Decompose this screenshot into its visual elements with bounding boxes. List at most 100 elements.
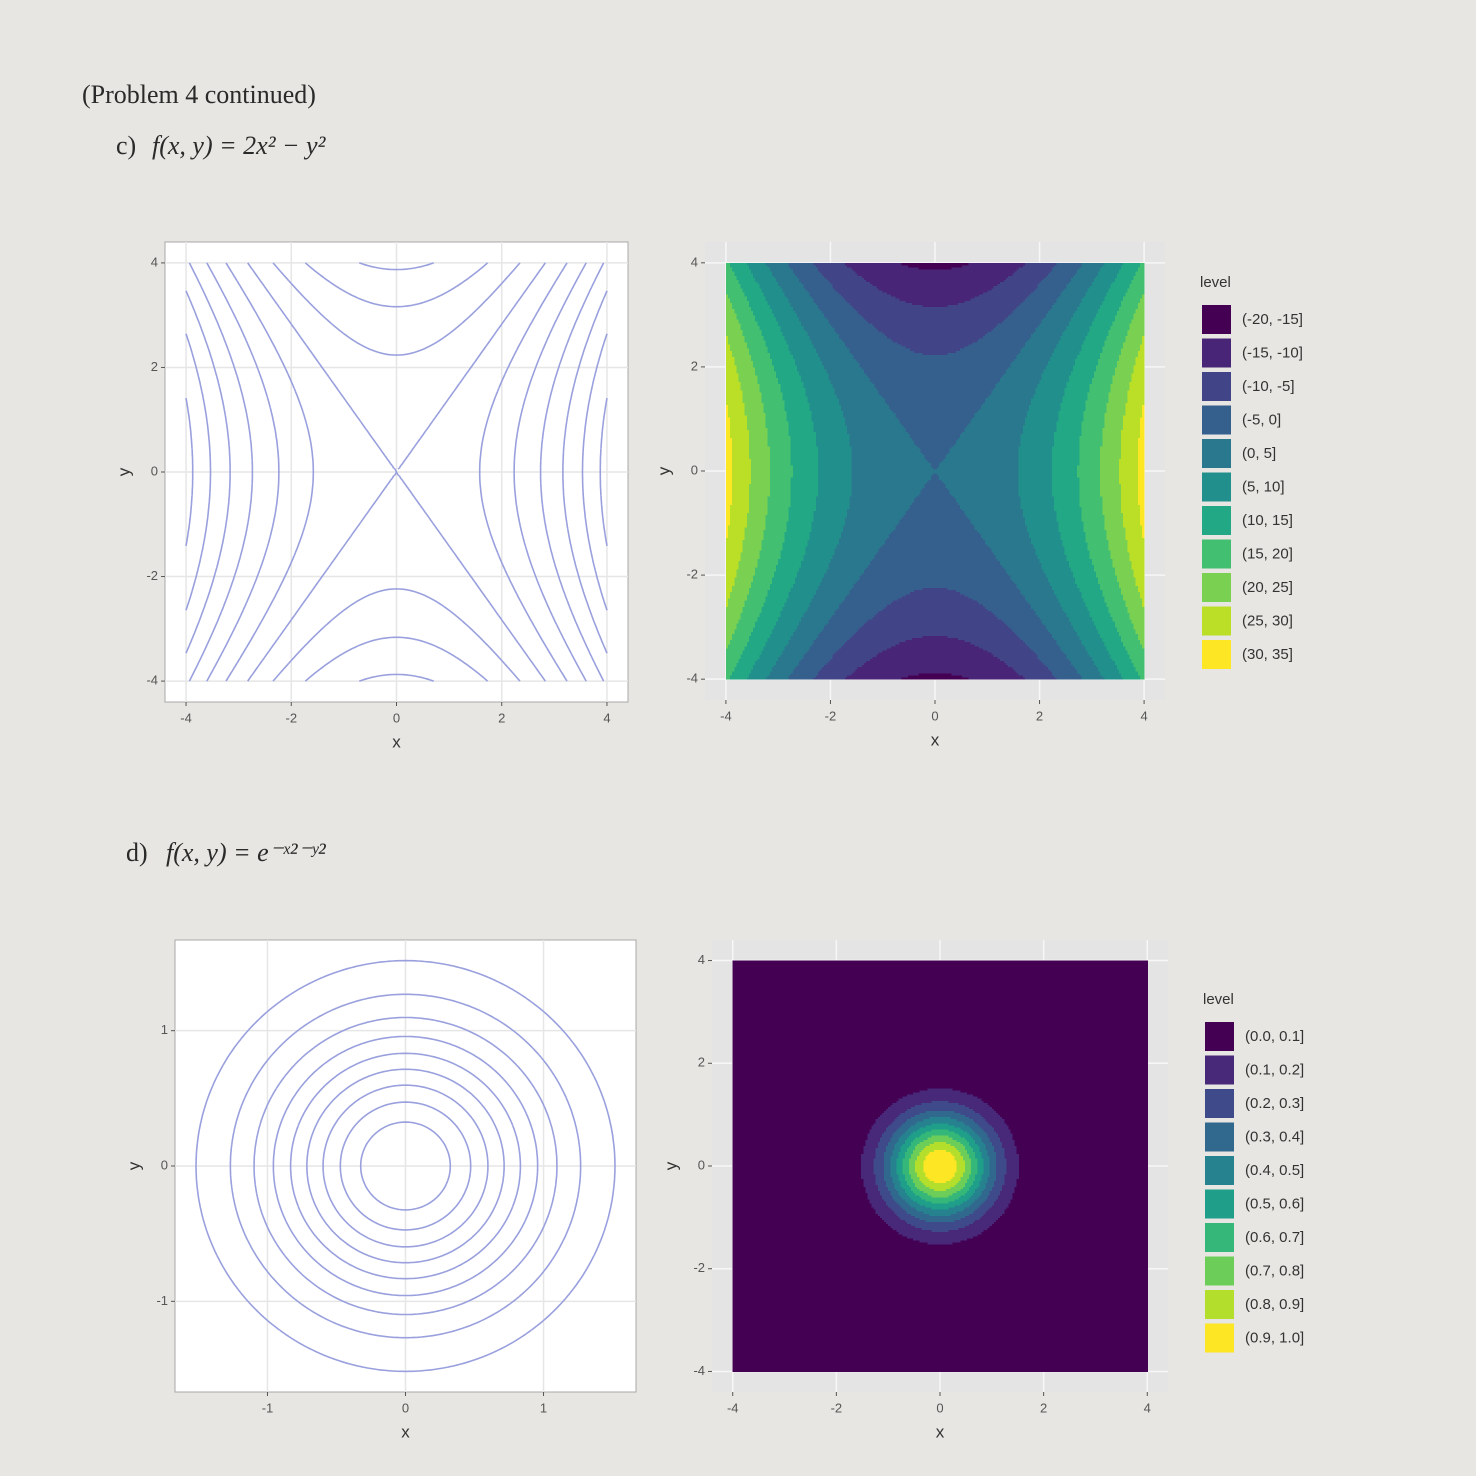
contour-band [919, 1112, 962, 1116]
contour-band [828, 618, 869, 622]
contour-band [1121, 639, 1141, 643]
contour-band [966, 1190, 976, 1194]
contour-band [1047, 362, 1076, 366]
contour-band [1014, 1139, 1148, 1142]
contour-band [782, 287, 806, 291]
contour-band [947, 452, 1020, 455]
contour-band [1123, 425, 1141, 428]
contour-band [746, 595, 767, 599]
contour-band [1100, 587, 1122, 591]
contour-band [732, 1048, 1148, 1052]
contour-band [820, 668, 857, 672]
contour-band [730, 518, 748, 522]
contour-band [952, 1087, 1148, 1091]
contour-band [761, 541, 783, 545]
contour-band [995, 1155, 1005, 1159]
contour-band [1060, 645, 1087, 649]
contour-band [969, 1155, 976, 1159]
contour-band [954, 1155, 964, 1159]
contour-band [765, 298, 790, 301]
contour-band [748, 300, 769, 303]
legend-swatch [1202, 372, 1231, 401]
contour-band [742, 541, 762, 545]
contour-band [849, 443, 917, 447]
contour-band [730, 641, 748, 645]
contour-band [1121, 441, 1139, 445]
contour-band [1137, 587, 1145, 591]
contour-band [732, 1287, 1148, 1290]
contour-band [1104, 412, 1126, 416]
contour-band [776, 373, 800, 376]
contour-band [905, 639, 965, 643]
contour-band [863, 1178, 877, 1181]
contour-band [1137, 441, 1145, 445]
contour-band [725, 625, 737, 628]
contour-band [964, 1170, 972, 1173]
contour-band [1131, 281, 1145, 285]
contour-band [1100, 477, 1120, 480]
contour-band [1075, 362, 1099, 366]
contour-band [776, 316, 800, 320]
contour-band [832, 654, 877, 657]
x-tick-label: 4 [1140, 708, 1147, 723]
contour-band [1012, 579, 1049, 582]
contour-band [995, 1110, 1148, 1114]
contour-band [1123, 298, 1141, 301]
contour-band [734, 308, 752, 312]
contour-band [1054, 431, 1082, 435]
contour-band [1085, 400, 1110, 403]
legend-label: (10, 15] [1242, 512, 1293, 529]
contour-band [1043, 277, 1072, 280]
contour-band [1114, 568, 1135, 572]
contour-band [732, 479, 752, 482]
contour-band [999, 562, 1043, 566]
contour-band [1027, 339, 1059, 343]
contour-band [913, 1139, 924, 1142]
contour-band [763, 529, 788, 532]
contour-band [725, 356, 735, 360]
contour-band [1129, 552, 1145, 555]
contour-band [734, 310, 754, 314]
contour-band [738, 379, 758, 382]
contour-band [1125, 412, 1143, 416]
contour-band [849, 435, 911, 439]
contour-band [977, 1196, 989, 1200]
contour-band [813, 425, 848, 428]
contour-band [962, 1174, 970, 1177]
contour-band [725, 368, 737, 372]
contour-band [977, 1133, 989, 1136]
contour-band [725, 312, 737, 316]
contour-band [788, 348, 817, 351]
contour-band [732, 1079, 1148, 1083]
contour-band [765, 418, 788, 422]
contour-band [857, 360, 1013, 364]
contour-band [1075, 358, 1099, 362]
contour-band [817, 487, 852, 491]
contour-band [824, 573, 863, 576]
contour-band [993, 612, 1036, 616]
contour-band [998, 1133, 1014, 1136]
contour-band [1033, 289, 1064, 293]
contour-band [888, 1205, 902, 1208]
contour-band [1016, 1147, 1148, 1151]
contour-band [725, 593, 731, 597]
contour-band [780, 325, 804, 328]
contour-band [1108, 329, 1128, 333]
contour-band [1142, 337, 1145, 341]
contour-band [732, 1178, 864, 1181]
contour-band [761, 287, 783, 291]
contour-band [977, 1207, 991, 1210]
contour-band [845, 341, 898, 345]
contour-band [1006, 277, 1045, 280]
contour-band [1116, 273, 1137, 276]
contour-band [1121, 352, 1139, 355]
contour-band [1091, 377, 1114, 380]
contour-band [730, 504, 750, 507]
contour-band [732, 1209, 877, 1212]
contour-band [863, 1151, 877, 1155]
contour-band [977, 1161, 985, 1165]
contour-band [732, 1085, 1148, 1089]
contour-band [872, 381, 999, 385]
contour-band [1142, 404, 1145, 407]
contour-band [1104, 600, 1126, 603]
